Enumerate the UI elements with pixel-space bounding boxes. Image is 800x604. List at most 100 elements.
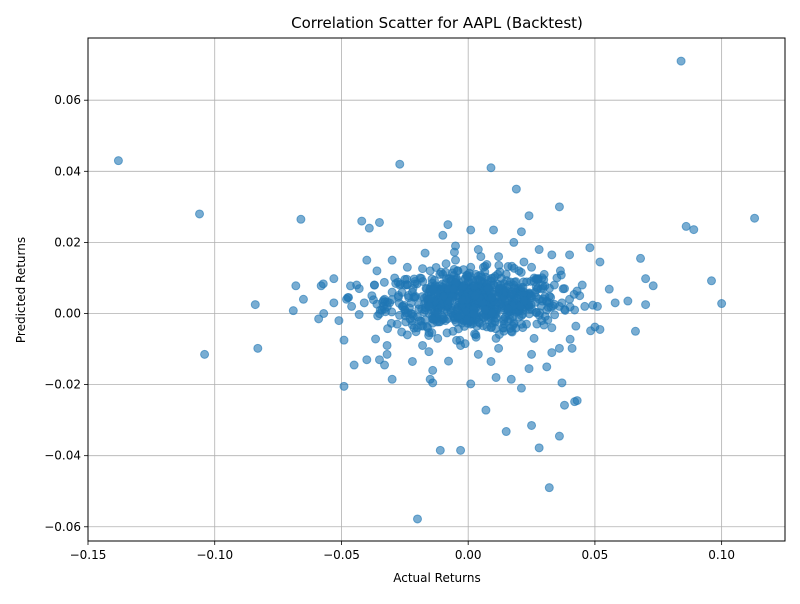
scatter-point [362,255,372,265]
x-tick-label: 0.00 [455,548,482,562]
scatter-point [481,405,491,415]
y-tick-label: −0.06 [44,520,81,534]
scatter-point [534,443,544,453]
scatter-point [113,156,123,166]
scatter-point [502,276,512,286]
scatter-point [486,356,496,366]
scatter-point [550,310,560,320]
scatter-point [445,296,455,306]
scatter-point [641,300,651,310]
scatter-point [407,356,417,366]
scatter-point [410,279,420,289]
scatter-point [499,323,509,333]
scatter-point [416,320,426,330]
scatter-point [547,250,557,260]
x-tick-label: 0.05 [582,548,609,562]
chart-title: Correlation Scatter for AAPL (Backtest) [291,14,583,32]
scatter-point [466,225,476,235]
scatter-point [623,296,633,306]
scatter-point [411,327,421,337]
y-tick-label: 0.02 [54,235,81,249]
scatter-point [412,514,422,524]
scatter-point [494,252,504,262]
scatter-point [518,282,528,292]
scatter-point [534,310,544,320]
y-axis: −0.06 −0.04 −0.02 0.00 0.02 0.04 0.06 [44,93,88,534]
y-tick-label: −0.04 [44,449,81,463]
scatter-point [253,343,263,353]
scatter-point [480,305,490,315]
scatter-point [547,323,557,333]
scatter-point [516,267,526,277]
scatter-point [510,283,520,293]
scatter-point [554,343,564,353]
points-layer [113,56,760,524]
scatter-point [371,334,381,344]
scatter-point [501,427,511,437]
scatter-point [508,312,518,322]
scatter-point [524,211,534,221]
scatter-point [433,333,443,343]
scatter-point [383,324,393,334]
scatter-point [296,214,306,224]
scatter-point [554,202,564,212]
scatter-point [357,216,367,226]
scatter-point [534,245,544,255]
scatter-point [457,295,467,305]
scatter-point [588,300,598,310]
scatter-point [200,349,210,359]
scatter-point [717,299,727,309]
scatter-point [424,347,434,357]
scatter-point [375,305,385,315]
scatter-point [571,321,581,331]
scatter-point [483,284,493,294]
y-tick-label: −0.02 [44,378,81,392]
scatter-point [427,328,437,338]
scatter-point [544,483,554,493]
scatter-point [349,360,359,370]
scatter-point [347,301,357,311]
scatter-point [604,284,614,294]
scatter-point [681,221,691,231]
scatter-point [486,276,496,286]
scatter-point [630,326,640,336]
scatter-point [329,274,339,284]
scatter-point [516,383,526,393]
scatter-point [428,314,438,324]
scatter-point [489,225,499,235]
scatter-point [374,355,384,365]
scatter-point [565,334,575,344]
scatter-point [288,306,298,316]
scatter-point [491,372,501,382]
scatter-point [464,268,474,278]
scatter-point [359,298,369,308]
scatter-point [438,230,448,240]
scatter-point [641,274,651,284]
scatter-point [479,313,489,323]
x-tick-label: −0.10 [196,548,233,562]
scatter-point [580,301,590,311]
scatter-point [558,284,568,294]
scatter-point [567,343,577,353]
scatter-point [577,280,587,290]
scatter-point [477,272,487,282]
scatter-point [482,260,492,270]
scatter-point [387,295,397,305]
scatter-point [418,264,428,274]
scatter-point [542,296,552,306]
scatter-point [473,349,483,359]
scatter-point [559,400,569,410]
scatter-point [195,209,205,219]
scatter-point [516,227,526,237]
x-axis-label: Actual Returns [393,571,480,585]
scatter-point [387,307,397,317]
scatter-point [368,295,378,305]
scatter-point [435,269,445,279]
scatter-point [362,355,372,365]
scatter-point [298,294,308,304]
x-tick-label: −0.05 [323,548,360,562]
scatter-point [471,332,481,342]
scatter-point [509,263,519,273]
scatter-point [493,269,503,279]
scatter-point [569,289,579,299]
